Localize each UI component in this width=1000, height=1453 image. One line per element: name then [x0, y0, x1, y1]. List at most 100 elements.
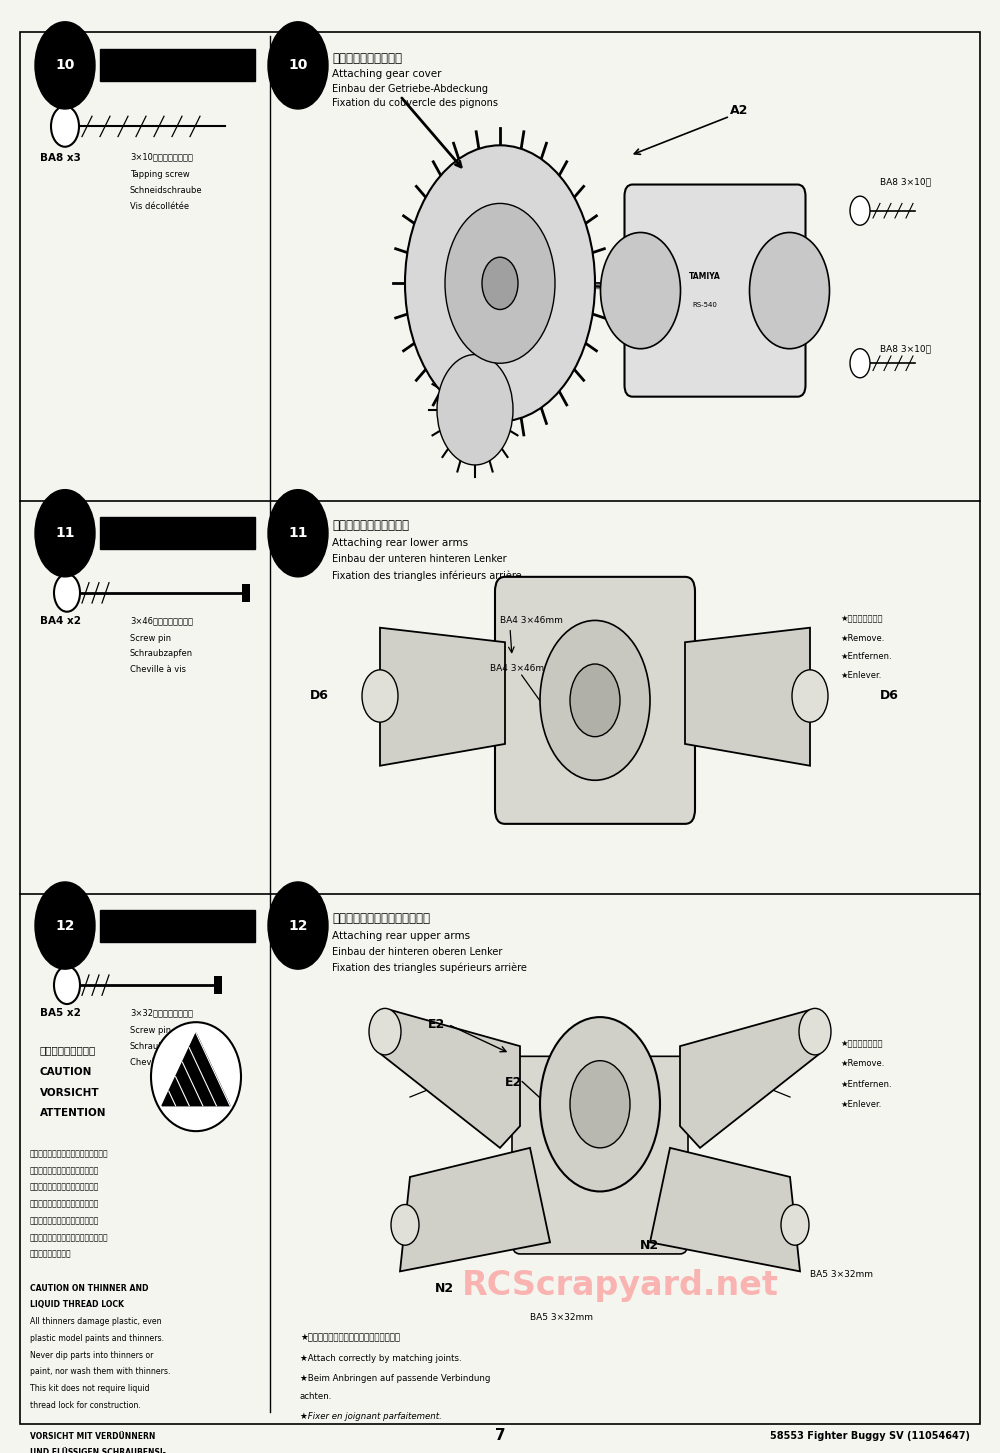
- Text: Tapping screw: Tapping screw: [130, 170, 190, 179]
- Text: 樹脂製パーツはプラスチック用薬: 樹脂製パーツはプラスチック用薬: [30, 1165, 99, 1175]
- Text: ★Enlever.: ★Enlever.: [840, 1100, 881, 1109]
- Text: BA8 x3: BA8 x3: [40, 153, 81, 163]
- Text: 《溶剤、ネジ止め剤についての注意》: 《溶剤、ネジ止め剤についての注意》: [30, 1149, 109, 1158]
- Text: ★取り付けの形に合わせて嵌め込みます。: ★取り付けの形に合わせて嵌め込みます。: [300, 1334, 400, 1343]
- Polygon shape: [685, 628, 810, 766]
- Text: Screw pin: Screw pin: [130, 634, 171, 642]
- Circle shape: [570, 1061, 630, 1148]
- Text: ★Remove.: ★Remove.: [840, 634, 884, 642]
- Text: BA8 3×10㎜: BA8 3×10㎜: [880, 344, 931, 353]
- Text: リヤアッパーアームの取り付け: リヤアッパーアームの取り付け: [332, 912, 430, 924]
- FancyBboxPatch shape: [495, 577, 695, 824]
- Text: Fixation du couvercle des pignons: Fixation du couvercle des pignons: [332, 99, 498, 108]
- Bar: [100, 910, 255, 942]
- Text: Attaching rear lower arms: Attaching rear lower arms: [332, 539, 468, 548]
- Circle shape: [482, 257, 518, 309]
- Text: Schneidschraube: Schneidschraube: [130, 186, 203, 195]
- Text: RCScrapyard.net: RCScrapyard.net: [462, 1270, 778, 1302]
- Text: 58553 Fighter Buggy SV (11054647): 58553 Fighter Buggy SV (11054647): [770, 1431, 970, 1440]
- Text: VORSICHT MIT VERDÜNNERN: VORSICHT MIT VERDÜNNERN: [30, 1433, 155, 1441]
- Text: 12: 12: [288, 918, 308, 933]
- Text: トには使いません。: トには使いません。: [30, 1250, 72, 1258]
- Bar: [214, 976, 222, 994]
- Text: All thinners damage plastic, even: All thinners damage plastic, even: [30, 1316, 162, 1327]
- Text: ★Entfernen.: ★Entfernen.: [840, 652, 892, 661]
- Text: ★Entfernen.: ★Entfernen.: [840, 1080, 892, 1088]
- Circle shape: [445, 203, 555, 363]
- Text: A2: A2: [730, 105, 748, 116]
- Text: BA4 3×46mm: BA4 3×46mm: [500, 616, 563, 625]
- Circle shape: [268, 490, 328, 577]
- Circle shape: [850, 349, 870, 378]
- Text: VORSICHT: VORSICHT: [40, 1088, 100, 1097]
- Text: BA5 3×32mm: BA5 3×32mm: [810, 1270, 873, 1279]
- Circle shape: [750, 232, 830, 349]
- Bar: [100, 49, 255, 81]
- Circle shape: [54, 966, 80, 1004]
- Text: paint, nor wash them with thinners.: paint, nor wash them with thinners.: [30, 1367, 170, 1376]
- Text: Attaching rear upper arms: Attaching rear upper arms: [332, 931, 470, 940]
- Text: achten.: achten.: [300, 1392, 332, 1401]
- Text: Fixation des triangles inférieurs arrière: Fixation des triangles inférieurs arrièr…: [332, 570, 522, 581]
- Circle shape: [570, 664, 620, 737]
- Text: D6: D6: [880, 690, 899, 702]
- Text: Einbau der Getriebe-Abdeckung: Einbau der Getriebe-Abdeckung: [332, 84, 488, 93]
- Text: ★Remove.: ★Remove.: [840, 1059, 884, 1068]
- Text: ★Enlever.: ★Enlever.: [840, 671, 881, 680]
- Text: CAUTION ON THINNER AND: CAUTION ON THINNER AND: [30, 1284, 148, 1293]
- Text: RS-540: RS-540: [693, 302, 717, 308]
- Text: ギヤカバーの取り付け: ギヤカバーの取り付け: [332, 52, 402, 64]
- Text: 3×32㎜スクリューピン: 3×32㎜スクリューピン: [130, 1008, 193, 1017]
- Circle shape: [540, 620, 650, 780]
- Text: 11: 11: [55, 526, 75, 541]
- Polygon shape: [162, 1033, 230, 1106]
- Text: UND FLÜSSIGEN SCHRAUBENSI-: UND FLÜSSIGEN SCHRAUBENSI-: [30, 1449, 166, 1453]
- Circle shape: [391, 1205, 419, 1245]
- Circle shape: [792, 670, 828, 722]
- Bar: [100, 517, 255, 549]
- Text: Schraubzapfen: Schraubzapfen: [130, 649, 193, 658]
- Text: BA5 x2: BA5 x2: [40, 1008, 81, 1019]
- Circle shape: [35, 22, 95, 109]
- Circle shape: [35, 490, 95, 577]
- Text: thread lock for construction.: thread lock for construction.: [30, 1401, 141, 1409]
- FancyBboxPatch shape: [512, 1056, 688, 1254]
- Text: ATTENTION: ATTENTION: [40, 1109, 106, 1117]
- Bar: [242, 584, 250, 602]
- Circle shape: [369, 1008, 401, 1055]
- Circle shape: [600, 232, 680, 349]
- Text: Never dip parts into thinners or: Never dip parts into thinners or: [30, 1351, 153, 1360]
- Circle shape: [850, 196, 870, 225]
- Text: 7: 7: [495, 1428, 505, 1443]
- Text: ます。溶剤を大量に使って洗った: ます。溶剤を大量に使って洗った: [30, 1200, 99, 1209]
- Polygon shape: [380, 1010, 520, 1148]
- Text: リヤロアームの取り付け: リヤロアームの取り付け: [332, 520, 409, 532]
- Text: さい。またネジブロック剤はこのキッ: さい。またネジブロック剤はこのキッ: [30, 1232, 109, 1242]
- Text: Cheville à vis: Cheville à vis: [130, 1058, 186, 1067]
- Text: 11: 11: [288, 526, 308, 541]
- Circle shape: [799, 1008, 831, 1055]
- Text: ★Attach correctly by matching joints.: ★Attach correctly by matching joints.: [300, 1354, 462, 1363]
- Text: Attaching gear cover: Attaching gear cover: [332, 70, 442, 78]
- Circle shape: [51, 106, 79, 147]
- Text: Fixation des triangles supérieurs arrière: Fixation des triangles supérieurs arrièr…: [332, 962, 527, 974]
- Circle shape: [540, 1017, 660, 1191]
- Text: LIQUID THREAD LOCK: LIQUID THREAD LOCK: [30, 1300, 124, 1309]
- Text: Schraubzapfen: Schraubzapfen: [130, 1042, 193, 1051]
- Circle shape: [268, 22, 328, 109]
- Polygon shape: [680, 1010, 820, 1148]
- Polygon shape: [650, 1148, 800, 1271]
- Ellipse shape: [151, 1023, 241, 1130]
- Text: Screw pin: Screw pin: [130, 1026, 171, 1035]
- Text: ★取り外します。: ★取り外します。: [840, 615, 883, 623]
- Text: り、つけたり絶対にしないでくだ: り、つけたり絶対にしないでくだ: [30, 1216, 99, 1225]
- Text: This kit does not require liquid: This kit does not require liquid: [30, 1383, 150, 1393]
- Polygon shape: [380, 628, 505, 766]
- Text: 12: 12: [55, 918, 75, 933]
- Circle shape: [437, 355, 513, 465]
- Text: D6: D6: [310, 690, 329, 702]
- Text: Einbau der hinteren oberen Lenker: Einbau der hinteren oberen Lenker: [332, 947, 502, 956]
- Circle shape: [405, 145, 595, 421]
- Text: Cheville à vis: Cheville à vis: [130, 665, 186, 674]
- Circle shape: [268, 882, 328, 969]
